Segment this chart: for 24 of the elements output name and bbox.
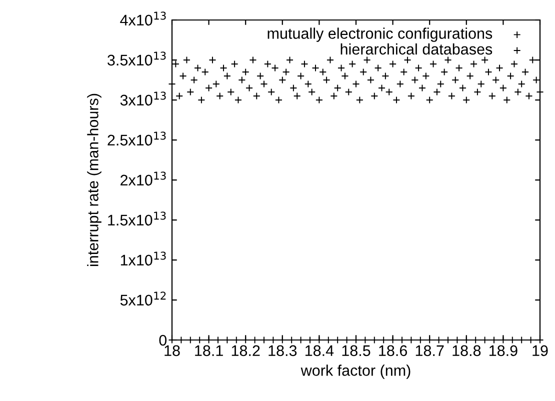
x-tick-label: 18.3: [268, 345, 297, 356]
y-tick-label: 2.5x10$^{13}$: [108, 132, 166, 146]
legend-label: mutually electronic configurations: [268, 28, 492, 42]
y-axis-title: interrupt rate (man-hours): [87, 94, 102, 266]
y-tick-label: 3.5x10$^{13}$: [108, 52, 166, 66]
x-tick-label: 18.9: [490, 345, 518, 356]
x-tick-label: 18.8: [452, 345, 481, 356]
x-tick-label: 19: [532, 345, 548, 356]
y-tick-label: 5x10$^{12}$: [120, 292, 166, 306]
x-tick-label: 18: [164, 345, 180, 356]
x-tick-label: 18.4: [306, 345, 334, 356]
y-tick-label: 3x10$^{13}$: [120, 92, 166, 106]
y-tick-label: 0: [159, 334, 167, 346]
y-tick-label: 1x10$^{13}$: [120, 252, 166, 266]
y-tick-label: 4x10$^{13}$: [120, 12, 166, 26]
x-axis-title: work factor (nm): [300, 364, 410, 379]
legend-label: hierarchical databases: [340, 43, 492, 55]
x-tick-label: 18.6: [379, 345, 407, 356]
x-tick-label: 18.1: [195, 345, 223, 356]
x-tick-label: 18.5: [342, 345, 370, 356]
x-tick-label: 18.7: [416, 345, 444, 356]
x-tick-label: 18.2: [232, 345, 260, 356]
y-tick-label: 2x10$^{13}$: [120, 172, 166, 186]
y-tick-label: 1.5x10$^{13}$: [108, 212, 166, 226]
